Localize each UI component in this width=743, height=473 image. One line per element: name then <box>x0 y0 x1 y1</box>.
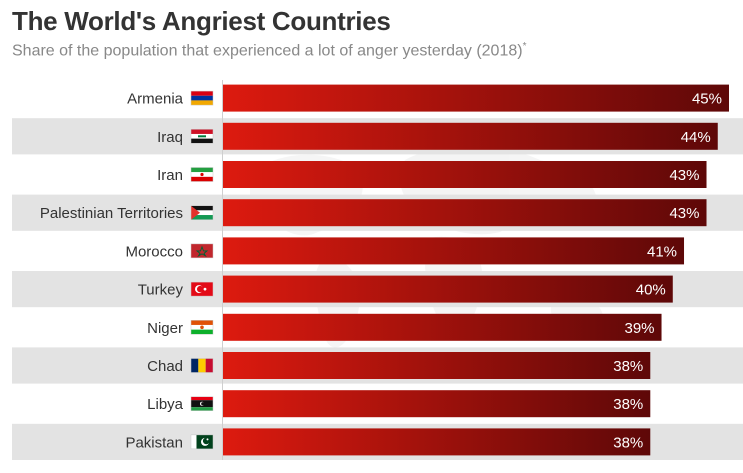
category-label: Iran <box>157 167 183 184</box>
bar <box>223 352 651 379</box>
armenia-flag-icon <box>190 90 214 106</box>
category-label: Chad <box>147 358 183 375</box>
footnote-mark: * <box>522 41 527 52</box>
palestine-flag-icon <box>190 205 214 220</box>
pakistan-flag-icon <box>190 434 214 450</box>
row-band <box>12 347 222 384</box>
footer-strip <box>0 462 743 473</box>
bar <box>223 237 685 265</box>
libya-flag-icon <box>190 396 214 411</box>
category-label: Palestinian Territories <box>40 205 183 222</box>
bar <box>223 428 651 456</box>
value-label: 41% <box>647 243 677 260</box>
bar <box>223 199 707 227</box>
morocco-flag-icon <box>190 243 214 259</box>
value-label: 39% <box>625 320 655 337</box>
subtitle-text: Share of the population that experienced… <box>12 42 523 60</box>
bar <box>223 161 707 188</box>
bar <box>223 122 718 150</box>
row-band <box>12 118 222 155</box>
niger-flag-icon <box>190 320 214 335</box>
chart-subtitle: Share of the population that experienced… <box>12 41 526 60</box>
category-label: Iraq <box>157 129 183 146</box>
value-label: 44% <box>681 129 711 146</box>
category-label: Morocco <box>125 243 183 260</box>
bar <box>223 84 729 112</box>
value-label: 40% <box>636 282 666 299</box>
value-label: 38% <box>613 358 643 375</box>
iraq-flag-icon <box>190 129 214 144</box>
value-label: 45% <box>692 91 722 108</box>
chart-title: The World's Angriest Countries <box>12 6 391 36</box>
category-label: Turkey <box>138 282 184 299</box>
category-label: Niger <box>147 320 183 337</box>
chad-flag-icon <box>190 358 214 373</box>
category-label: Pakistan <box>125 434 183 451</box>
value-label: 43% <box>669 205 699 222</box>
value-label: 38% <box>613 434 643 451</box>
bar <box>223 390 651 418</box>
category-label: Armenia <box>127 91 184 108</box>
bar <box>223 275 673 303</box>
value-label: 43% <box>669 167 699 184</box>
row-band <box>12 194 222 231</box>
category-label: Libya <box>147 396 184 413</box>
iran-flag-icon <box>190 167 214 182</box>
row-band <box>12 423 222 460</box>
turkey-flag-icon <box>190 281 214 297</box>
value-label: 38% <box>613 396 643 413</box>
row-band <box>12 271 222 308</box>
bar <box>223 313 662 341</box>
